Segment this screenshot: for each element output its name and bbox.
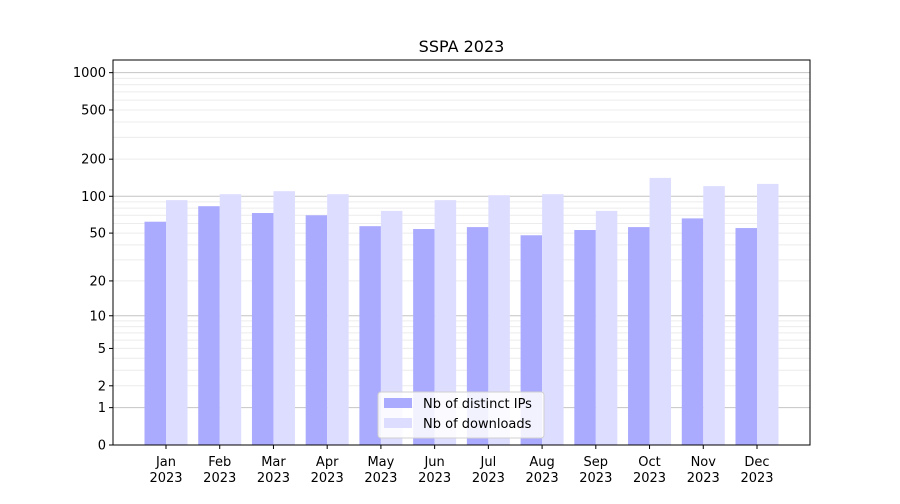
plot-frame xyxy=(112,59,811,446)
bar-distinct-ips xyxy=(681,218,704,445)
x-tick-label: Jun 2023 xyxy=(418,455,451,486)
legend: Nb of distinct IPs Nb of downloads xyxy=(377,391,545,439)
y-tick-label: 500 xyxy=(81,103,106,118)
bar-distinct-ips xyxy=(735,228,757,445)
legend-label: Nb of distinct IPs xyxy=(423,397,532,412)
bar-distinct-ips xyxy=(198,206,220,445)
bar-downloads xyxy=(166,200,188,445)
bar-downloads xyxy=(434,200,457,445)
x-tick-label: Oct 2023 xyxy=(633,455,666,486)
bar-distinct-ips xyxy=(413,229,435,445)
bar-downloads xyxy=(273,191,295,445)
x-tick-label: Sep 2023 xyxy=(579,455,612,486)
bar-distinct-ips xyxy=(251,213,274,445)
y-axis: 0 1 2 5 10 20 50 100 200 500 1000 xyxy=(73,66,113,454)
y-tick-label: 0 xyxy=(98,439,106,454)
y-tick-label: 1000 xyxy=(73,66,106,81)
x-tick-label: Jan 2023 xyxy=(149,455,182,486)
x-tick-label: Apr 2023 xyxy=(311,455,344,486)
bar-downloads xyxy=(649,177,672,445)
y-tick-label: 10 xyxy=(89,309,106,324)
legend-swatch xyxy=(384,418,412,428)
chart-title: SSPA 2023 xyxy=(419,37,505,56)
x-tick-label: Jul 2023 xyxy=(472,455,505,486)
legend-box xyxy=(377,391,545,439)
bar-distinct-ips xyxy=(359,226,381,445)
bar-downloads xyxy=(757,183,779,445)
y-tick-label: 1 xyxy=(98,401,106,416)
x-tick-label: Nov 2023 xyxy=(687,455,720,486)
bar-downloads xyxy=(327,194,349,445)
bar-distinct-ips xyxy=(466,227,489,445)
bar-downloads xyxy=(542,194,564,445)
bar-distinct-ips xyxy=(574,230,596,445)
legend-label: Nb of downloads xyxy=(423,417,532,432)
bar-downloads xyxy=(219,194,242,445)
legend-swatch xyxy=(384,398,412,408)
y-tick-label: 20 xyxy=(89,274,106,289)
x-tick-label: May 2023 xyxy=(364,455,397,486)
y-tick-label: 100 xyxy=(81,190,106,205)
bar-distinct-ips xyxy=(305,215,328,445)
x-tick-label: Mar 2023 xyxy=(257,455,290,486)
bar-distinct-ips xyxy=(628,227,650,445)
x-tick-label: Aug 2023 xyxy=(526,455,559,486)
bar-downloads xyxy=(380,210,403,445)
y-tick-label: 2 xyxy=(98,379,106,394)
x-tick-label: Dec 2023 xyxy=(740,455,773,486)
bar-downloads xyxy=(703,186,725,446)
x-axis: Jan 2023 Feb 2023 Mar 2023 Apr 2023 May 2023 Jun 20… xyxy=(149,445,774,486)
bar-downloads xyxy=(488,195,510,445)
bar-distinct-ips xyxy=(144,221,166,445)
y-tick-label: 5 xyxy=(98,342,106,357)
y-tick-label: 200 xyxy=(81,153,106,168)
y-tick-label: 50 xyxy=(89,227,106,242)
x-tick-label: Feb 2023 xyxy=(203,455,236,486)
bar-downloads xyxy=(595,210,618,445)
